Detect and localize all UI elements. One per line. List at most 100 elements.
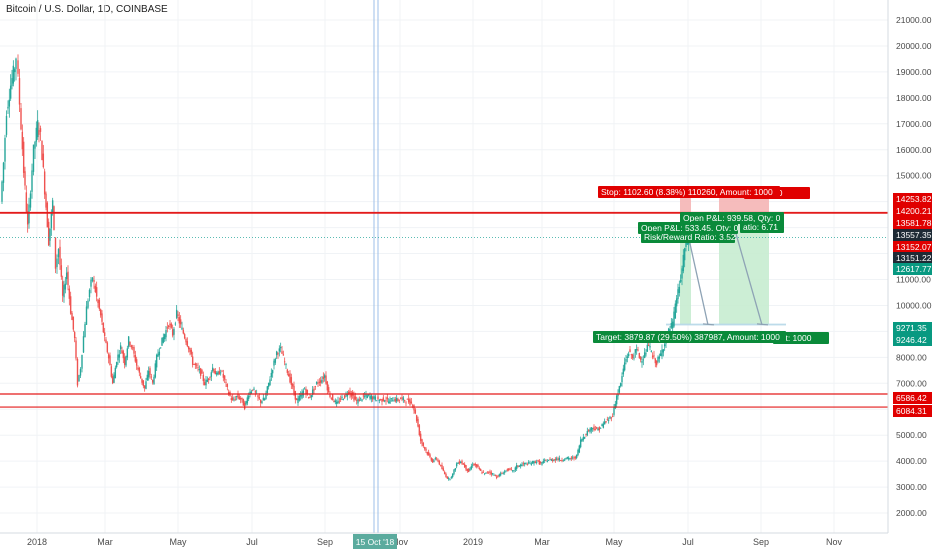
candle-body-down[interactable] xyxy=(467,468,470,473)
candle-body-up[interactable] xyxy=(602,423,605,428)
candle-body-down[interactable] xyxy=(631,354,634,359)
candle-body-up[interactable] xyxy=(2,162,5,183)
candle-body-up[interactable] xyxy=(582,436,585,440)
candle-body-down[interactable] xyxy=(54,237,57,269)
candle-body-up[interactable] xyxy=(546,461,549,463)
candle-body-up[interactable] xyxy=(615,395,618,405)
candle-body-up[interactable] xyxy=(627,353,630,357)
candle-body-down[interactable] xyxy=(399,398,402,400)
candle-body-down[interactable] xyxy=(286,369,289,373)
candle-body-down[interactable] xyxy=(379,399,382,401)
candle-body-up[interactable] xyxy=(550,459,553,461)
candle-body-up[interactable] xyxy=(674,303,677,319)
candle-body-up[interactable] xyxy=(470,466,473,469)
candle-body-up[interactable] xyxy=(514,467,517,471)
candle-body-up[interactable] xyxy=(454,468,457,471)
candle-body-down[interactable] xyxy=(629,349,631,353)
candle-body-down[interactable] xyxy=(207,378,210,380)
price-label[interactable]: 13581.78 xyxy=(893,217,932,229)
candle-body-down[interactable] xyxy=(293,385,295,394)
candle-body-up[interactable] xyxy=(515,465,518,470)
candle-body-up[interactable] xyxy=(555,458,558,460)
candle-body-up[interactable] xyxy=(28,204,30,224)
candle-body-up[interactable] xyxy=(49,228,51,241)
candle-body-down[interactable] xyxy=(307,397,310,399)
candle-body-down[interactable] xyxy=(109,355,111,366)
candle-body-up[interactable] xyxy=(471,464,474,466)
candle-body-up[interactable] xyxy=(558,457,561,461)
candle-body-down[interactable] xyxy=(479,469,482,471)
candle-body-up[interactable] xyxy=(15,58,17,69)
candle-body-up[interactable] xyxy=(50,212,53,229)
target-label[interactable]: Target: 3879.87 (29.50%) 387987, Amount:… xyxy=(593,331,786,343)
candle-body-up[interactable] xyxy=(270,372,273,377)
candle-body-down[interactable] xyxy=(587,430,590,431)
candle-body-down[interactable] xyxy=(59,246,61,265)
candle-body-down[interactable] xyxy=(422,443,425,446)
candle-body-up[interactable] xyxy=(643,352,646,358)
candle-body-down[interactable] xyxy=(130,345,133,348)
candle-body-down[interactable] xyxy=(239,398,242,400)
candle-body-up[interactable] xyxy=(434,458,437,459)
candle-body-up[interactable] xyxy=(617,393,619,397)
candle-body-up[interactable] xyxy=(64,283,67,290)
candle-body-down[interactable] xyxy=(313,388,315,391)
candle-body-down[interactable] xyxy=(111,376,114,384)
candle-body-up[interactable] xyxy=(569,458,571,460)
candle-body-up[interactable] xyxy=(393,400,395,402)
candle-body-down[interactable] xyxy=(309,397,311,399)
candle-body-down[interactable] xyxy=(495,476,498,478)
candle-body-up[interactable] xyxy=(583,437,586,439)
candle-body-down[interactable] xyxy=(227,391,230,395)
candle-body-down[interactable] xyxy=(107,354,110,359)
candle-body-down[interactable] xyxy=(414,409,417,414)
candle-body-up[interactable] xyxy=(119,345,122,350)
candle-body-down[interactable] xyxy=(317,383,319,385)
candle-body-up[interactable] xyxy=(366,395,369,398)
candle-body-down[interactable] xyxy=(647,345,650,346)
candle-body-up[interactable] xyxy=(175,309,178,318)
candle-body-up[interactable] xyxy=(65,272,68,280)
candle-body-down[interactable] xyxy=(654,358,657,364)
candle-body-down[interactable] xyxy=(426,452,429,455)
candle-body-up[interactable] xyxy=(298,396,301,401)
candle-body-down[interactable] xyxy=(24,171,26,186)
candle-body-up[interactable] xyxy=(657,357,659,362)
candle-body-down[interactable] xyxy=(559,460,562,462)
candle-body-up[interactable] xyxy=(567,457,570,460)
candle-body-up[interactable] xyxy=(155,354,158,368)
candle-body-down[interactable] xyxy=(182,329,185,334)
candle-body-down[interactable] xyxy=(538,460,541,465)
candle-body-down[interactable] xyxy=(557,458,559,460)
candle-body-down[interactable] xyxy=(203,382,206,385)
candle-body-down[interactable] xyxy=(47,221,50,246)
candle-body-up[interactable] xyxy=(623,362,626,371)
candle-body-down[interactable] xyxy=(185,338,187,343)
candle-body-down[interactable] xyxy=(465,465,467,470)
candle-body-down[interactable] xyxy=(230,398,233,400)
candle-body-down[interactable] xyxy=(430,457,433,461)
candle-body-down[interactable] xyxy=(18,78,21,105)
candle-body-up[interactable] xyxy=(35,127,38,142)
projection-arrow[interactable] xyxy=(734,230,763,326)
candle-body-down[interactable] xyxy=(291,383,294,387)
candle-body-down[interactable] xyxy=(94,285,97,293)
candle-body-up[interactable] xyxy=(154,363,157,378)
candle-body-up[interactable] xyxy=(56,258,58,268)
price-label[interactable]: 9246.42 xyxy=(893,334,932,346)
candle-body-down[interactable] xyxy=(190,349,193,355)
candle-body-down[interactable] xyxy=(327,387,330,393)
candle-body-down[interactable] xyxy=(167,325,170,327)
candle-body-down[interactable] xyxy=(522,463,525,465)
candle-body-down[interactable] xyxy=(401,397,403,399)
candle-body-up[interactable] xyxy=(682,254,685,272)
candle-body-up[interactable] xyxy=(581,438,583,442)
target-label-tail[interactable]: unt: 1000 xyxy=(773,332,829,344)
candle-body-down[interactable] xyxy=(413,405,415,411)
candle-body-up[interactable] xyxy=(31,170,33,192)
candle-body-down[interactable] xyxy=(349,390,351,395)
candle-body-down[interactable] xyxy=(99,309,102,316)
candle-body-down[interactable] xyxy=(539,462,542,464)
candle-body-down[interactable] xyxy=(319,380,322,383)
candle-body-up[interactable] xyxy=(173,328,175,335)
